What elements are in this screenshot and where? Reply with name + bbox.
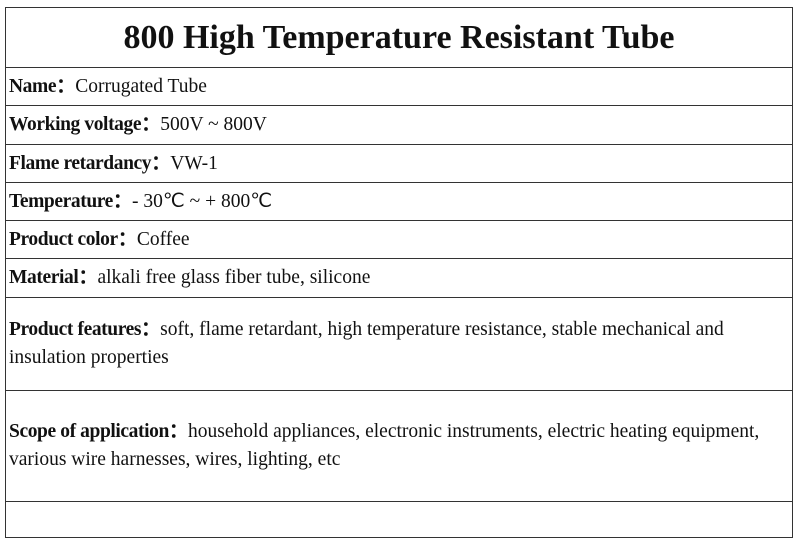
spec-row: Temperature：- 30℃ ~ + 800℃ <box>6 182 792 220</box>
row-value: soft, flame retardant, high temperature … <box>9 319 724 368</box>
row-label: Scope of application： <box>9 421 189 442</box>
row-label: Flame retardancy： <box>9 152 171 174</box>
spec-row: Product color：Coffee <box>6 220 792 258</box>
spec-row: Scope of application：household appliance… <box>6 390 792 501</box>
row-label: Product features： <box>9 319 161 340</box>
table-title: 800 High Temperature Resistant Tube <box>123 18 675 56</box>
row-label: Product color： <box>9 228 137 250</box>
row-value: VW-1 <box>170 152 218 174</box>
row-value: alkali free glass fiber tube, silicone <box>97 267 371 288</box>
row-value: 500V ~ 800V <box>160 114 267 135</box>
row-value: household appliances, electronic instrum… <box>9 421 760 470</box>
spec-row: Flame retardancy：VW-1 <box>6 144 792 182</box>
row-label: Working voltage： <box>9 114 161 135</box>
empty-row <box>6 501 792 539</box>
row-value: - 30℃ ~ + 800℃ <box>132 190 273 212</box>
spec-row: Product features：soft, flame retardant, … <box>6 297 792 390</box>
row-value: Coffee <box>136 228 190 250</box>
spec-row: Name：Corrugated Tube <box>6 67 792 105</box>
row-label: Name： <box>9 75 76 97</box>
spec-row: Working voltage：500V ~ 800V <box>6 105 792 144</box>
row-value: Corrugated Tube <box>75 75 207 97</box>
row-label: Material： <box>9 267 98 288</box>
spec-table: 800 High Temperature Resistant Tube Name… <box>5 7 793 538</box>
row-label: Temperature： <box>9 190 133 212</box>
spec-row: Material：alkali free glass fiber tube, s… <box>6 258 792 297</box>
